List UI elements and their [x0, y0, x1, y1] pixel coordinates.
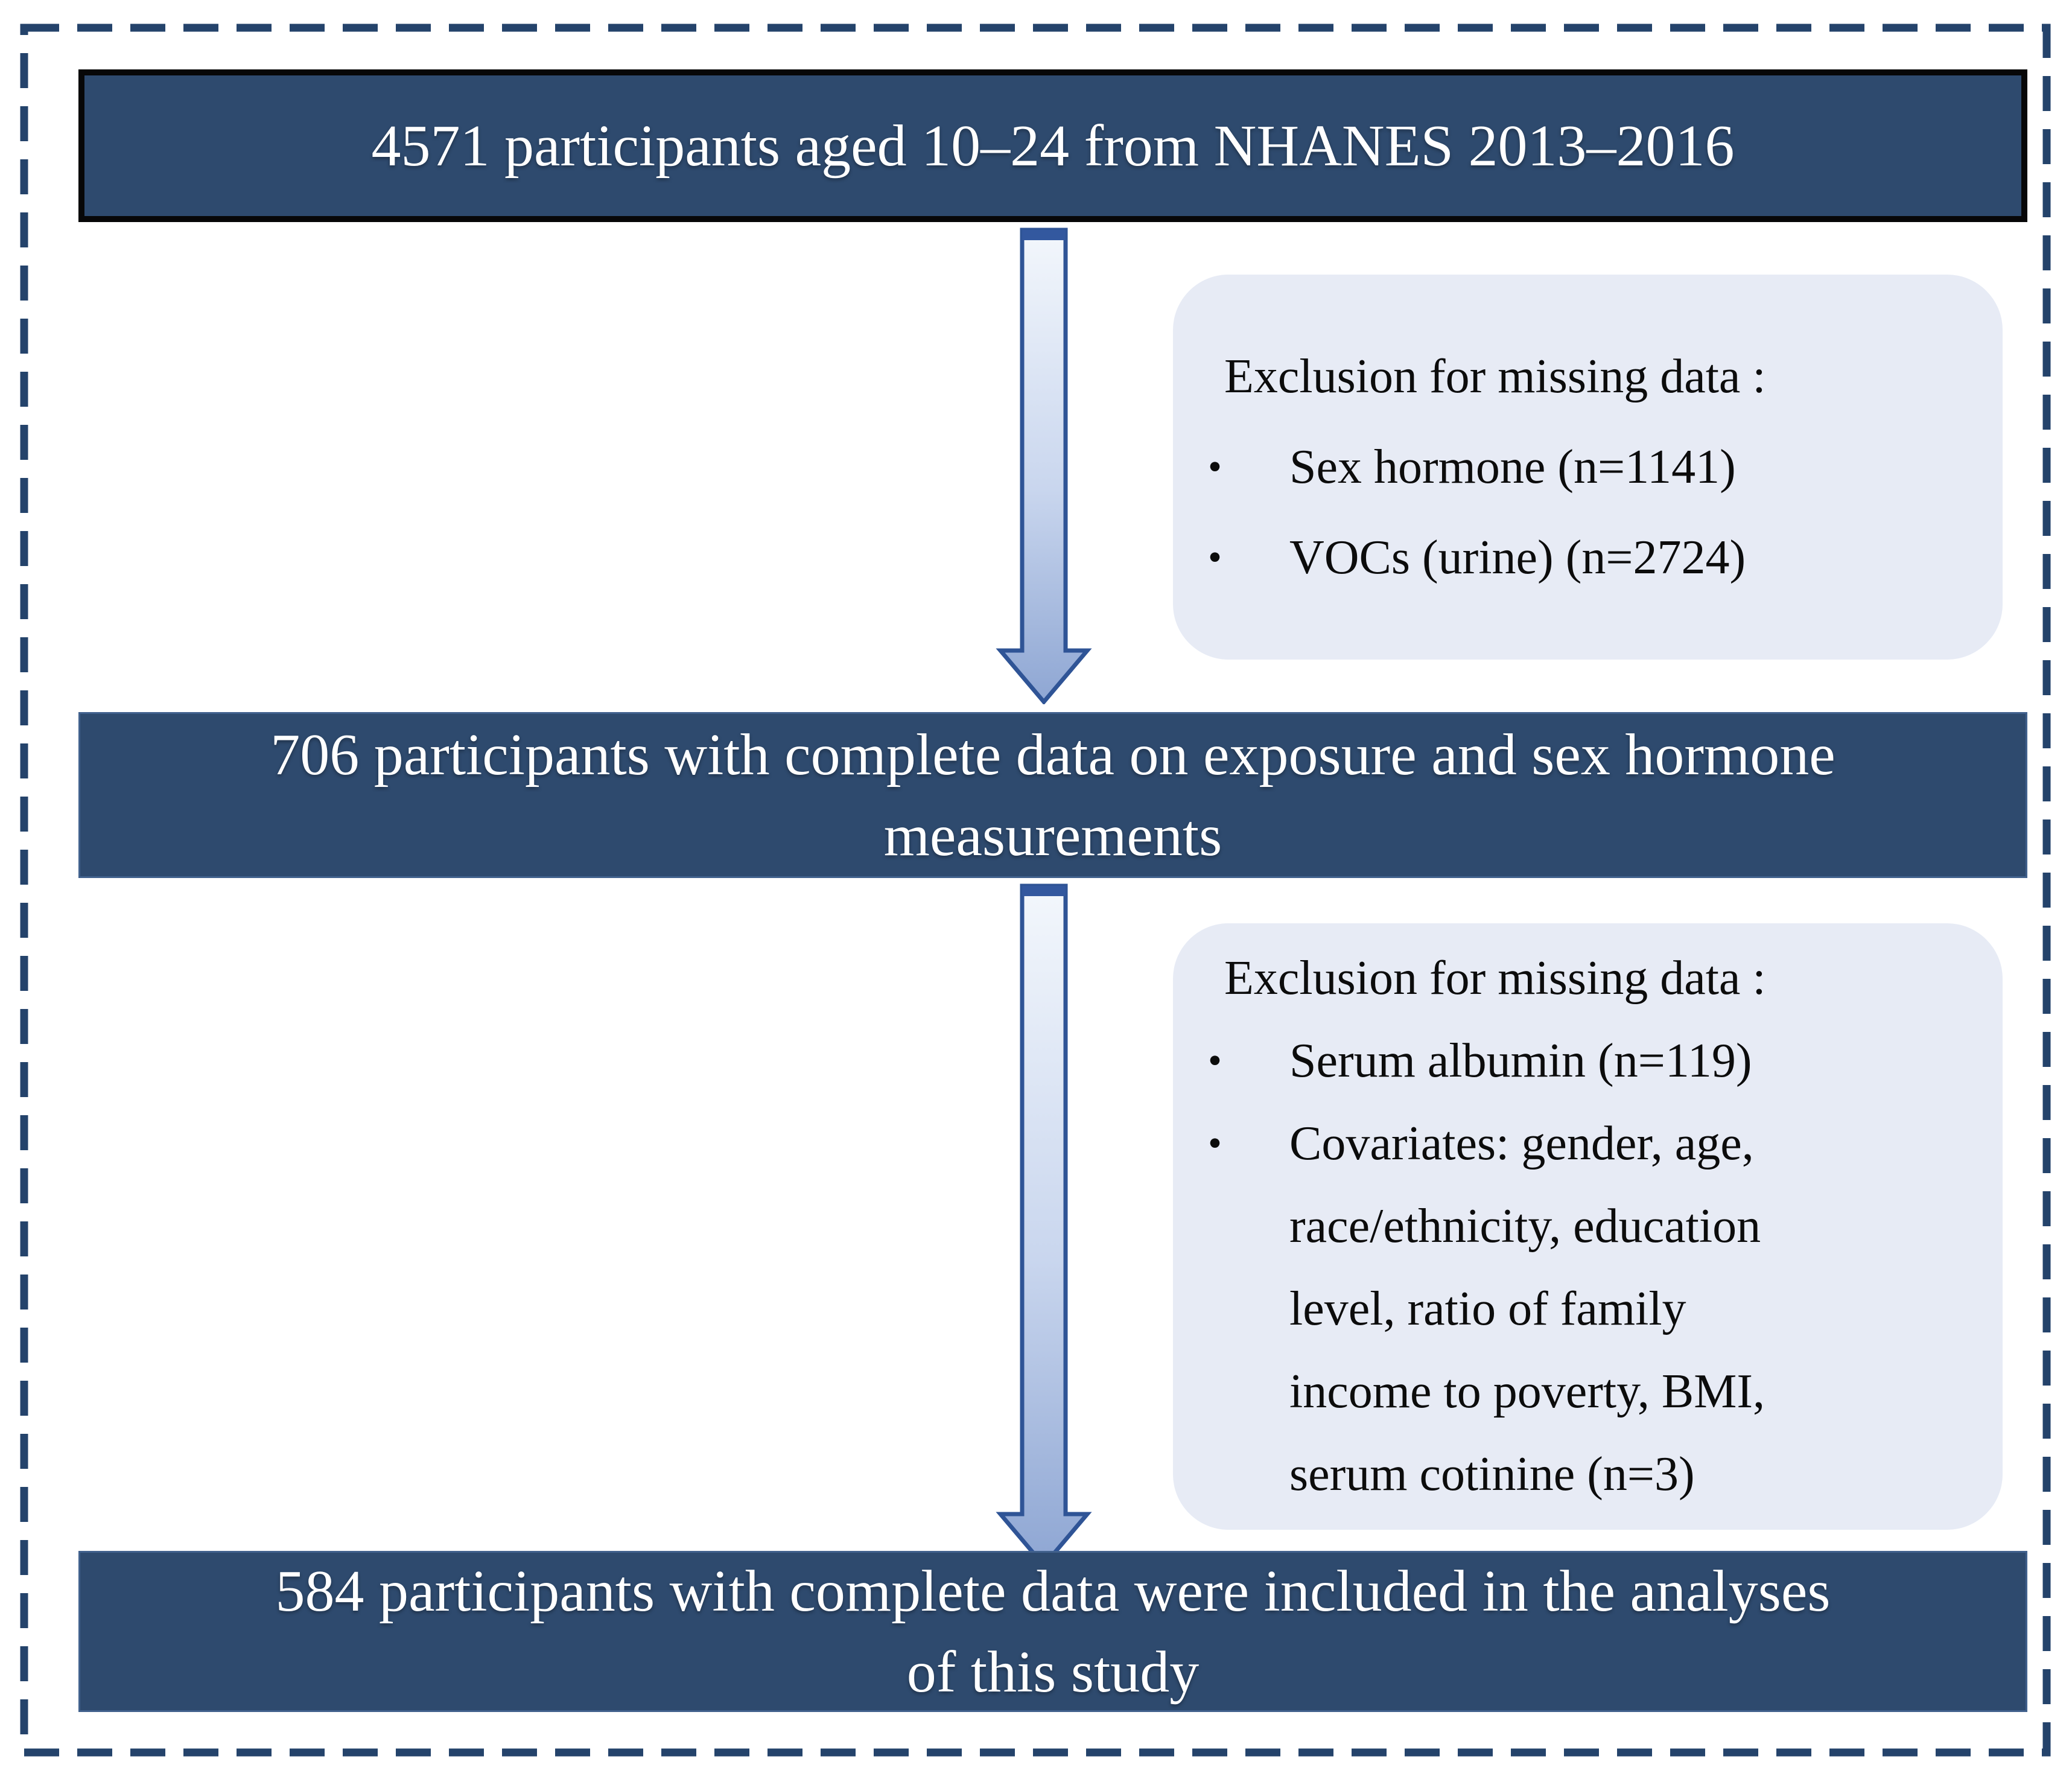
exclusion-title: Exclusion for missing data : — [1224, 952, 1766, 1005]
exclusion-callout-1: Exclusion for missing data : • Sex hormo… — [1173, 275, 2003, 660]
exclusion-bullet-item: • Covariates: gender, age, race/ethnicit… — [1173, 1103, 2003, 1516]
bullet-text-line: level, ratio of family — [1289, 1282, 1686, 1335]
flow-box-complete-exposure-data: 706 participants with complete data on e… — [78, 712, 2027, 878]
flow-box-text: 4571 participants aged 10–24 from NHANES… — [371, 113, 1735, 179]
flow-box-text-line: measurements — [883, 803, 1222, 868]
exclusion-bullet-item: • VOCs (urine) (n=2724) — [1173, 512, 2003, 603]
exclusion-callout-2: Exclusion for missing data : • Serum alb… — [1173, 923, 2003, 1530]
bullet-text: VOCs (urine) (n=2724) — [1289, 531, 1746, 584]
flow-box-text-line: of this study — [906, 1639, 1200, 1705]
bullet-icon: • — [1208, 1039, 1222, 1083]
bullet-icon: • — [1208, 1122, 1222, 1165]
bullet-text: Sex hormone (n=1141) — [1289, 441, 1736, 494]
flow-box-text-line: 584 participants with complete data were… — [275, 1558, 1831, 1624]
bullet-text-line: serum cotinine (n=3) — [1289, 1448, 1695, 1501]
bullet-text: Serum albumin (n=119) — [1289, 1034, 1752, 1087]
exclusion-bullet-item: • Sex hormone (n=1141) — [1173, 422, 2003, 512]
down-arrow-icon — [996, 228, 1092, 704]
flow-box-initial-sample: 4571 participants aged 10–24 from NHANES… — [78, 69, 2027, 222]
down-arrow-icon — [996, 883, 1092, 1568]
flow-box-text-line: 706 participants with complete data on e… — [270, 722, 1835, 788]
bullet-text: Covariates: gender, age, race/ethnicity,… — [1289, 1103, 2003, 1516]
exclusion-title: Exclusion for missing data : — [1224, 350, 1766, 403]
exclusion-bullet-item: • Serum albumin (n=119) — [1173, 1020, 2003, 1103]
bullet-text-line: Covariates: gender, age, — [1289, 1117, 1754, 1170]
bullet-text-line: race/ethnicity, education — [1289, 1200, 1761, 1253]
flow-box-final-sample: 584 participants with complete data were… — [78, 1551, 2027, 1712]
bullet-icon: • — [1208, 445, 1222, 489]
bullet-text-line: income to poverty, BMI, — [1289, 1365, 1765, 1418]
bullet-icon: • — [1208, 536, 1222, 579]
